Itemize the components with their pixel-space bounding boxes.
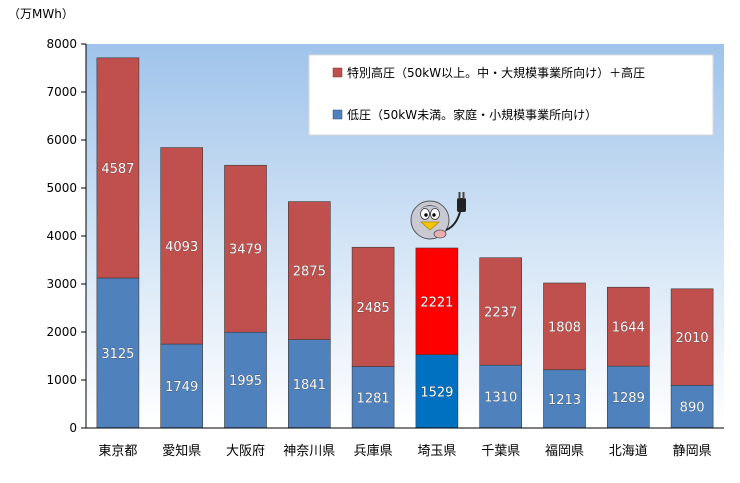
data-label: 1289 (612, 391, 645, 406)
data-label: 3479 (229, 243, 262, 258)
data-label-background (227, 371, 264, 390)
data-label-background (673, 328, 711, 347)
data-label: 890 (680, 401, 705, 416)
x-tick-label: 福岡県 (545, 444, 584, 459)
x-tick-label: 千葉県 (481, 444, 520, 459)
data-label-background (677, 397, 707, 416)
x-tick-label: 北海道 (609, 444, 648, 459)
data-label: 1841 (293, 378, 326, 393)
data-label-background (610, 317, 647, 336)
data-label-background (354, 297, 392, 316)
legend-swatch-low-voltage (332, 109, 343, 120)
data-label-background (546, 389, 583, 408)
x-tick-label: 埼玉県 (417, 444, 456, 459)
data-label-background (546, 317, 583, 336)
data-label: 1808 (548, 320, 581, 335)
data-label: 2221 (420, 295, 453, 310)
data-label: 2875 (293, 265, 326, 280)
data-label: 2010 (676, 331, 709, 346)
data-label-background (418, 292, 456, 311)
data-label-background (99, 344, 137, 362)
data-label: 1529 (420, 385, 453, 400)
data-label: 2237 (484, 305, 517, 320)
legend-label-high-voltage: 特別高圧（50kW以上。中・大規模事業所向け）＋高圧 (347, 65, 645, 80)
data-label: 1213 (548, 393, 581, 408)
y-tick-label: 8000 (46, 37, 77, 51)
x-tick-label: 神奈川県 (283, 444, 335, 459)
data-label: 3125 (101, 347, 134, 362)
data-label: 4587 (101, 162, 134, 177)
y-tick-label: 7000 (46, 85, 77, 99)
data-label-background (291, 374, 328, 393)
legend-swatch-high-voltage (332, 67, 343, 78)
data-label-background (482, 387, 519, 406)
data-label: 1995 (229, 374, 262, 389)
data-label-background (354, 388, 392, 407)
y-tick-label: 2000 (46, 325, 77, 339)
data-label: 1281 (357, 391, 390, 406)
data-label: 1310 (484, 391, 517, 406)
y-axis-unit-label: （万MWh） (8, 7, 74, 21)
x-tick-label: 静岡県 (673, 444, 712, 459)
x-axis: 東京都 愛知県 大阪府 神奈川県 兵庫県 埼玉県 千葉県 福岡県 北海道 静岡県 (86, 427, 724, 459)
y-axis: 0 1000 2000 3000 4000 5000 6000 7000 8000 (46, 37, 87, 435)
data-label-background (610, 388, 647, 407)
y-tick-label: 0 (69, 421, 77, 435)
data-label-background (227, 239, 264, 258)
legend: 特別高圧（50kW以上。中・大規模事業所向け）＋高圧 低圧（50kW未満。家庭・… (308, 54, 714, 136)
y-tick-label: 6000 (46, 133, 77, 147)
bars-group: 3125 4587 1749 4093 1995 3479 1841 2875 1281 2485… (96, 57, 714, 429)
data-label: 1644 (612, 321, 645, 336)
x-tick-label: 兵庫県 (354, 444, 393, 459)
data-label: 2485 (357, 301, 390, 316)
data-label-background (418, 382, 456, 401)
data-label: 4093 (165, 240, 198, 255)
y-tick-label: 5000 (46, 181, 77, 195)
data-label-background (482, 302, 519, 321)
x-tick-label: 大阪府 (226, 444, 265, 459)
data-label: 1749 (165, 380, 198, 395)
y-tick-label: 1000 (46, 373, 77, 387)
x-tick-label: 東京都 (98, 443, 137, 459)
y-tick-label: 3000 (46, 277, 77, 291)
data-label-background (163, 377, 200, 396)
penguin-mascot-with-plug-icon (410, 192, 466, 240)
data-label-background (163, 236, 200, 255)
x-tick-label: 愛知県 (162, 443, 201, 459)
y-tick-label: 4000 (46, 229, 77, 243)
data-label-background (99, 158, 137, 177)
legend-box (308, 54, 714, 136)
legend-label-low-voltage: 低圧（50kW未満。家庭・小規模事業所向け） (347, 107, 597, 122)
data-label-background (291, 261, 328, 280)
